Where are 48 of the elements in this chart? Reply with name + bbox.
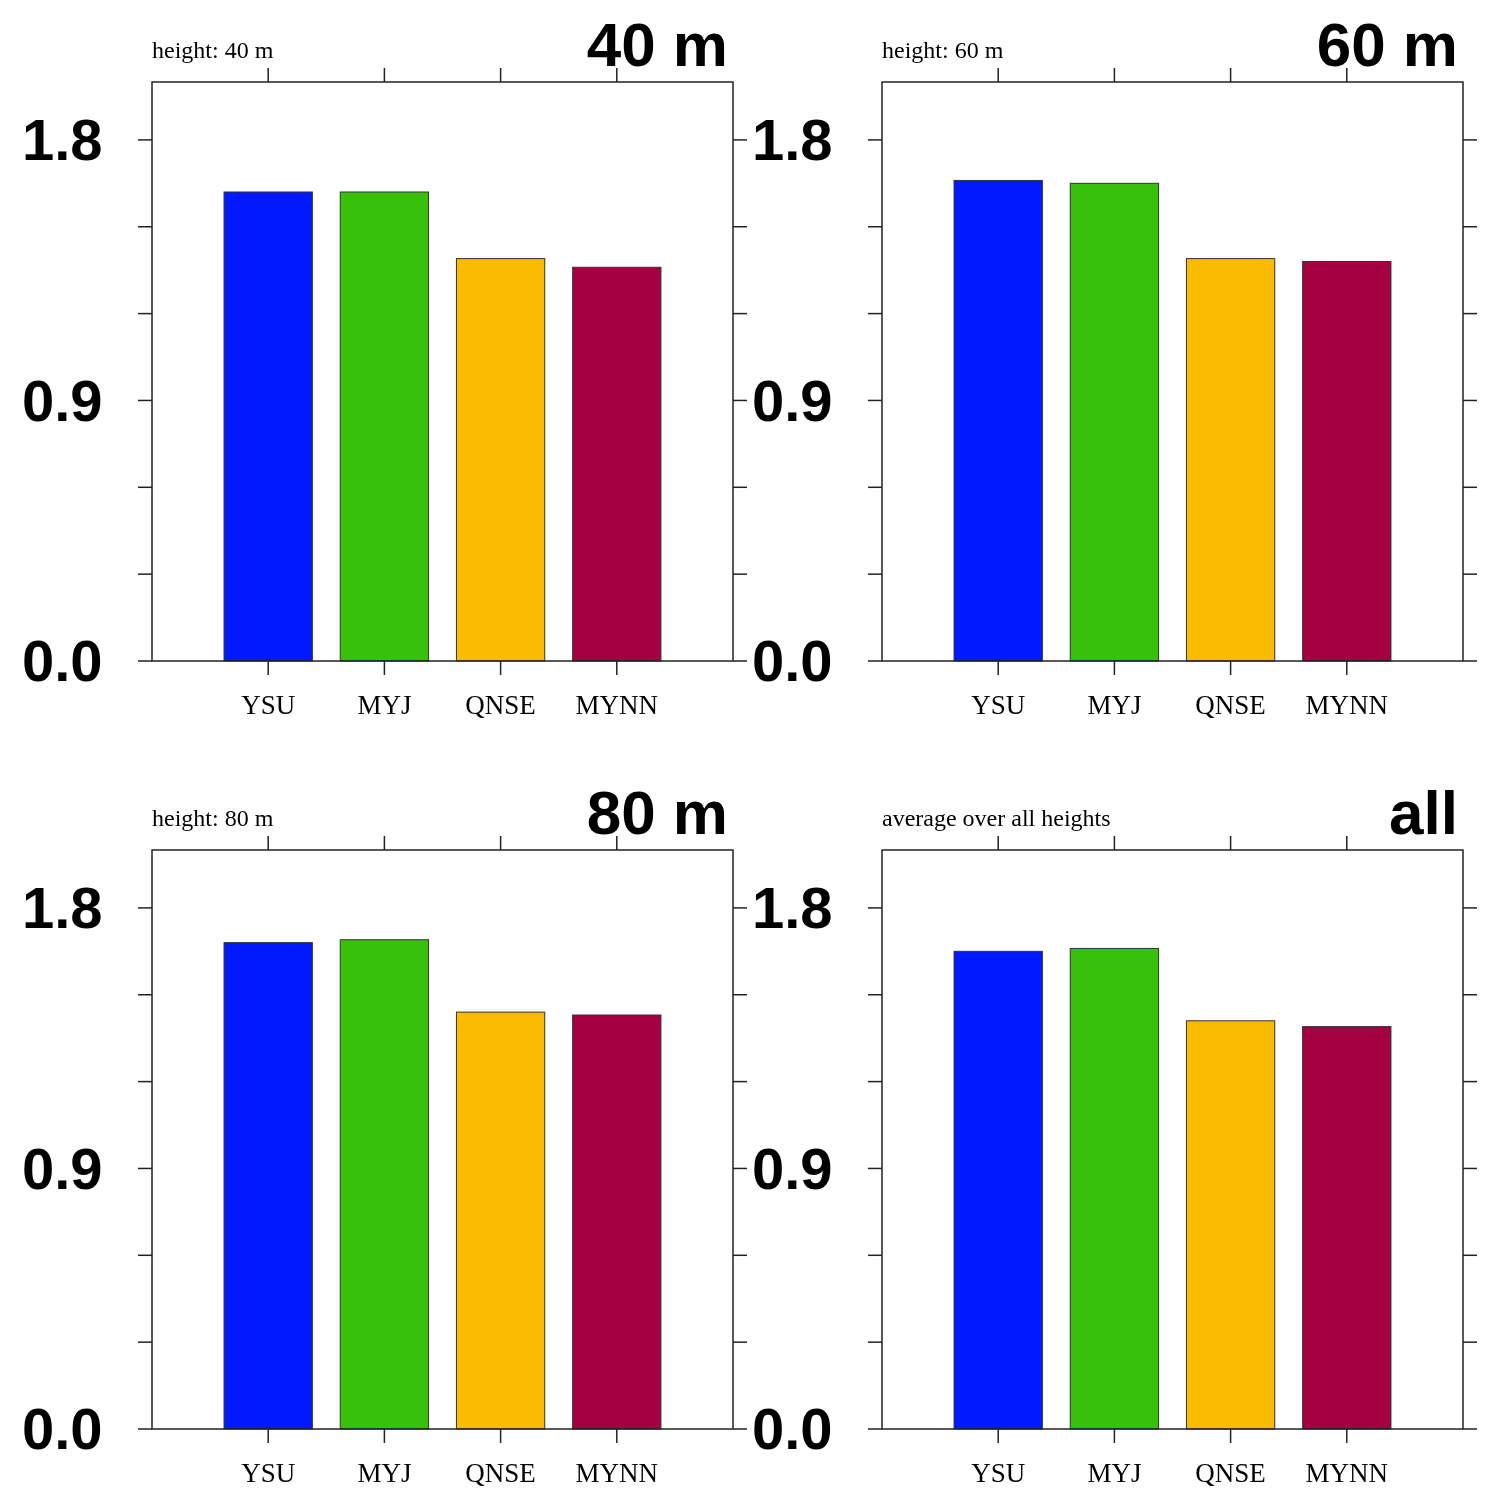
y-tick-label: 1.8	[22, 107, 103, 173]
y-tick-label: 0.0	[752, 1396, 833, 1462]
y-tick-label: 0.0	[22, 1396, 103, 1462]
x-tick-label: QNSE	[1195, 1458, 1266, 1488]
x-tick-label: YSU	[971, 1458, 1026, 1488]
chart-title: 60 m	[1316, 10, 1458, 79]
y-tick-label: 0.9	[752, 367, 833, 433]
bar	[1185, 258, 1276, 662]
x-tick-label: MYNN	[575, 690, 659, 720]
x-tick-label: MYJ	[357, 690, 412, 720]
bar	[455, 258, 546, 662]
bar	[572, 1014, 662, 1430]
y-tick-label: 1.8	[22, 875, 103, 941]
bar	[953, 179, 1043, 662]
bar	[1302, 260, 1392, 662]
chart-subtitle: height: 80 m	[152, 805, 274, 831]
chart-title: 80 m	[586, 778, 728, 847]
x-tick-label: MYJ	[357, 1458, 412, 1488]
chart-subtitle: height: 60 m	[882, 37, 1004, 63]
bar	[339, 191, 430, 662]
bar	[223, 191, 313, 662]
x-tick-label: QNSE	[1195, 690, 1266, 720]
x-tick-label: QNSE	[465, 1458, 536, 1488]
chart-subtitle: average over all heights	[882, 805, 1111, 831]
x-tick-label: MYJ	[1087, 690, 1142, 720]
y-tick-label: 0.0	[752, 628, 833, 694]
x-tick-label: QNSE	[465, 690, 536, 720]
y-tick-label: 0.9	[22, 367, 103, 433]
x-tick-label: YSU	[241, 690, 296, 720]
bar	[455, 1011, 546, 1430]
x-tick-label: MYNN	[575, 1458, 659, 1488]
y-tick-label: 0.9	[752, 1135, 833, 1201]
x-tick-label: MYNN	[1305, 1458, 1389, 1488]
y-tick-label: 1.8	[752, 107, 833, 173]
bar	[1069, 182, 1160, 662]
chart-title: all	[1389, 778, 1458, 847]
y-tick-label: 0.0	[22, 628, 103, 694]
bar	[339, 939, 430, 1430]
chart-title: 40 m	[586, 10, 728, 79]
x-tick-label: YSU	[971, 690, 1026, 720]
y-tick-label: 0.9	[22, 1135, 103, 1201]
x-tick-label: YSU	[241, 1458, 296, 1488]
y-tick-label: 1.8	[752, 875, 833, 941]
bar	[572, 266, 662, 662]
bar	[223, 942, 313, 1430]
x-tick-label: MYJ	[1087, 1458, 1142, 1488]
x-tick-label: MYNN	[1305, 690, 1389, 720]
chart-subtitle: height: 40 m	[152, 37, 274, 63]
